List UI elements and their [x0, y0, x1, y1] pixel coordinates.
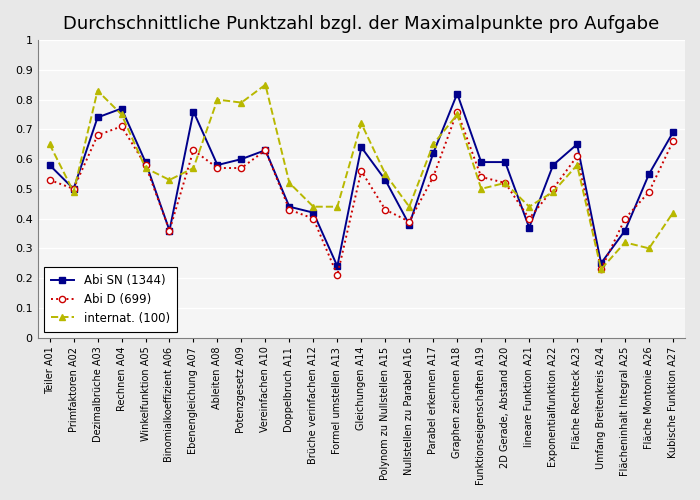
internat. (100)	[357, 120, 365, 126]
internat. (100)	[405, 204, 414, 210]
internat. (100)	[237, 100, 246, 105]
internat. (100)	[214, 96, 222, 102]
Abi D (699)	[141, 162, 150, 168]
internat. (100)	[118, 112, 126, 117]
internat. (100)	[309, 204, 318, 210]
Abi SN (1344)	[69, 186, 78, 192]
Abi D (699)	[46, 177, 54, 183]
internat. (100)	[165, 177, 174, 183]
Line: Abi D (699): Abi D (699)	[46, 108, 676, 278]
internat. (100)	[69, 189, 78, 195]
Abi SN (1344)	[645, 171, 653, 177]
Abi SN (1344)	[214, 162, 222, 168]
internat. (100)	[597, 266, 606, 272]
Abi SN (1344)	[141, 159, 150, 165]
Abi D (699)	[285, 206, 293, 212]
Abi SN (1344)	[429, 150, 438, 156]
Abi D (699)	[261, 147, 270, 153]
Abi SN (1344)	[453, 90, 461, 96]
Abi SN (1344)	[165, 228, 174, 234]
internat. (100)	[285, 180, 293, 186]
Abi D (699)	[453, 108, 461, 114]
internat. (100)	[453, 112, 461, 117]
internat. (100)	[189, 165, 197, 171]
Abi SN (1344)	[237, 156, 246, 162]
Title: Durchschnittliche Punktzahl bzgl. der Maximalpunkte pro Aufgabe: Durchschnittliche Punktzahl bzgl. der Ma…	[63, 15, 659, 33]
Abi D (699)	[189, 147, 197, 153]
Abi SN (1344)	[597, 260, 606, 266]
Abi D (699)	[621, 216, 629, 222]
Abi SN (1344)	[405, 222, 414, 228]
internat. (100)	[645, 246, 653, 252]
Line: Abi SN (1344): Abi SN (1344)	[46, 90, 676, 270]
Abi D (699)	[668, 138, 677, 144]
Abi D (699)	[429, 174, 438, 180]
internat. (100)	[333, 204, 342, 210]
Abi D (699)	[165, 228, 174, 234]
internat. (100)	[501, 180, 510, 186]
Abi SN (1344)	[668, 130, 677, 136]
Abi D (699)	[573, 153, 581, 159]
internat. (100)	[621, 240, 629, 246]
Abi D (699)	[214, 165, 222, 171]
internat. (100)	[668, 210, 677, 216]
Abi D (699)	[525, 216, 533, 222]
internat. (100)	[549, 189, 557, 195]
internat. (100)	[525, 204, 533, 210]
Abi SN (1344)	[261, 147, 270, 153]
internat. (100)	[477, 186, 485, 192]
Abi SN (1344)	[477, 159, 485, 165]
Abi D (699)	[309, 216, 318, 222]
internat. (100)	[93, 88, 102, 94]
Legend: Abi SN (1344), Abi D (699), internat. (100): Abi SN (1344), Abi D (699), internat. (1…	[43, 266, 177, 332]
Abi SN (1344)	[118, 106, 126, 112]
Abi SN (1344)	[501, 159, 510, 165]
Abi SN (1344)	[46, 162, 54, 168]
Abi D (699)	[333, 272, 342, 278]
internat. (100)	[573, 162, 581, 168]
Abi SN (1344)	[573, 141, 581, 147]
Abi D (699)	[597, 266, 606, 272]
Abi SN (1344)	[381, 177, 389, 183]
Abi SN (1344)	[621, 228, 629, 234]
Abi D (699)	[477, 174, 485, 180]
internat. (100)	[429, 141, 438, 147]
Abi SN (1344)	[285, 204, 293, 210]
Abi D (699)	[501, 180, 510, 186]
Abi SN (1344)	[357, 144, 365, 150]
internat. (100)	[261, 82, 270, 87]
internat. (100)	[141, 165, 150, 171]
Abi SN (1344)	[525, 224, 533, 230]
Abi D (699)	[405, 218, 414, 224]
Abi D (699)	[93, 132, 102, 138]
Abi SN (1344)	[309, 210, 318, 216]
Line: internat. (100): internat. (100)	[46, 82, 676, 272]
Abi SN (1344)	[93, 114, 102, 120]
Abi D (699)	[549, 186, 557, 192]
internat. (100)	[381, 171, 389, 177]
Abi SN (1344)	[549, 162, 557, 168]
Abi D (699)	[118, 124, 126, 130]
Abi D (699)	[645, 189, 653, 195]
Abi D (699)	[237, 165, 246, 171]
Abi D (699)	[357, 168, 365, 174]
Abi D (699)	[69, 186, 78, 192]
Abi D (699)	[381, 206, 389, 212]
Abi SN (1344)	[333, 263, 342, 269]
internat. (100)	[46, 141, 54, 147]
Abi SN (1344)	[189, 108, 197, 114]
